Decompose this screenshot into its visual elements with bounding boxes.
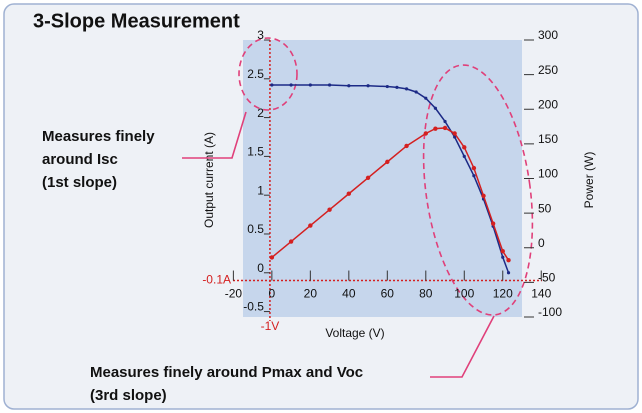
annotation-note: around Isc bbox=[42, 151, 118, 168]
data-point bbox=[327, 207, 332, 212]
y-tick-label: 1 bbox=[257, 183, 264, 197]
data-point bbox=[366, 84, 370, 88]
annotation: -0.1A bbox=[202, 273, 231, 287]
data-point bbox=[404, 143, 409, 149]
data-point bbox=[414, 90, 418, 94]
chart-title: 3-Slope Measurement bbox=[33, 10, 240, 32]
y-tick-label: 1.5 bbox=[247, 145, 264, 159]
data-point bbox=[506, 271, 511, 275]
data-point bbox=[365, 175, 371, 181]
data-point bbox=[269, 255, 275, 260]
y2-tick-label: 100 bbox=[538, 167, 558, 181]
data-point bbox=[462, 145, 467, 150]
annotation-note: Measures finely around Pmax and Voc bbox=[90, 364, 363, 381]
x-tick-label: 60 bbox=[381, 287, 395, 301]
data-point bbox=[423, 131, 428, 136]
y2-tick-label: -50 bbox=[538, 271, 556, 285]
data-point bbox=[472, 174, 476, 178]
data-point bbox=[490, 221, 496, 226]
y2-tick-label: 0 bbox=[538, 236, 545, 250]
y-tick-label: 0 bbox=[257, 261, 264, 275]
data-point bbox=[288, 239, 294, 244]
y-axis-title: Output current (A) bbox=[202, 132, 216, 228]
data-point bbox=[395, 85, 399, 89]
y2-tick-label: 150 bbox=[538, 132, 558, 146]
annotation: -1V bbox=[261, 319, 280, 333]
series-line bbox=[271, 127, 510, 261]
data-point bbox=[385, 159, 390, 165]
callouts bbox=[238, 37, 534, 316]
data-point bbox=[462, 154, 466, 158]
data-point bbox=[453, 135, 457, 139]
data-point bbox=[346, 191, 352, 196]
data-point bbox=[433, 126, 438, 131]
y-tick-label: 2 bbox=[257, 106, 264, 120]
y2-tick-label: 200 bbox=[538, 97, 558, 111]
data-point bbox=[404, 87, 409, 91]
annotation-note: (3rd slope) bbox=[90, 387, 167, 404]
data-point bbox=[452, 131, 457, 136]
annotation-note: Measures finely bbox=[42, 128, 155, 145]
data-point bbox=[501, 255, 505, 259]
x-tick-label: 100 bbox=[454, 287, 474, 301]
annotation-note: (1st slope) bbox=[42, 174, 117, 191]
data-point bbox=[481, 193, 486, 199]
data-point bbox=[385, 84, 389, 89]
y2-tick-label: 250 bbox=[538, 63, 558, 77]
data-point bbox=[347, 84, 351, 88]
x-tick-label: 20 bbox=[304, 287, 318, 301]
plot-area bbox=[243, 40, 522, 317]
y-tick-label: 0.5 bbox=[247, 222, 264, 236]
x-tick-label: 80 bbox=[419, 287, 433, 301]
x-tick-label: -20 bbox=[225, 287, 243, 301]
x-tick-label: 0 bbox=[269, 287, 276, 301]
callout-leaders bbox=[182, 111, 495, 378]
data-point bbox=[506, 258, 511, 263]
data-point bbox=[442, 125, 448, 131]
x-tick-label: 40 bbox=[342, 287, 356, 301]
data-point bbox=[433, 106, 438, 110]
y2-tick-label: 300 bbox=[538, 28, 558, 42]
y-tick-label: 2.5 bbox=[247, 67, 264, 81]
x-tick-label: 140 bbox=[531, 287, 551, 301]
y2-axis-title: Power (W) bbox=[582, 152, 596, 209]
data-point bbox=[308, 223, 313, 228]
y2-tick-label: -100 bbox=[538, 305, 562, 319]
data-point bbox=[289, 83, 293, 87]
y2-tick-label: 50 bbox=[538, 201, 552, 215]
data-point bbox=[270, 83, 274, 87]
x-axis-title: Voltage (V) bbox=[325, 326, 384, 340]
data-point bbox=[471, 165, 477, 171]
data-point bbox=[443, 119, 447, 124]
data-point bbox=[308, 83, 312, 87]
data-point bbox=[424, 96, 428, 100]
x-tick-label: 120 bbox=[493, 287, 513, 301]
y-tick-label: 3 bbox=[257, 28, 264, 42]
data-point bbox=[327, 83, 332, 87]
data-point bbox=[500, 249, 505, 254]
y-tick-label: -0.5 bbox=[243, 300, 264, 314]
